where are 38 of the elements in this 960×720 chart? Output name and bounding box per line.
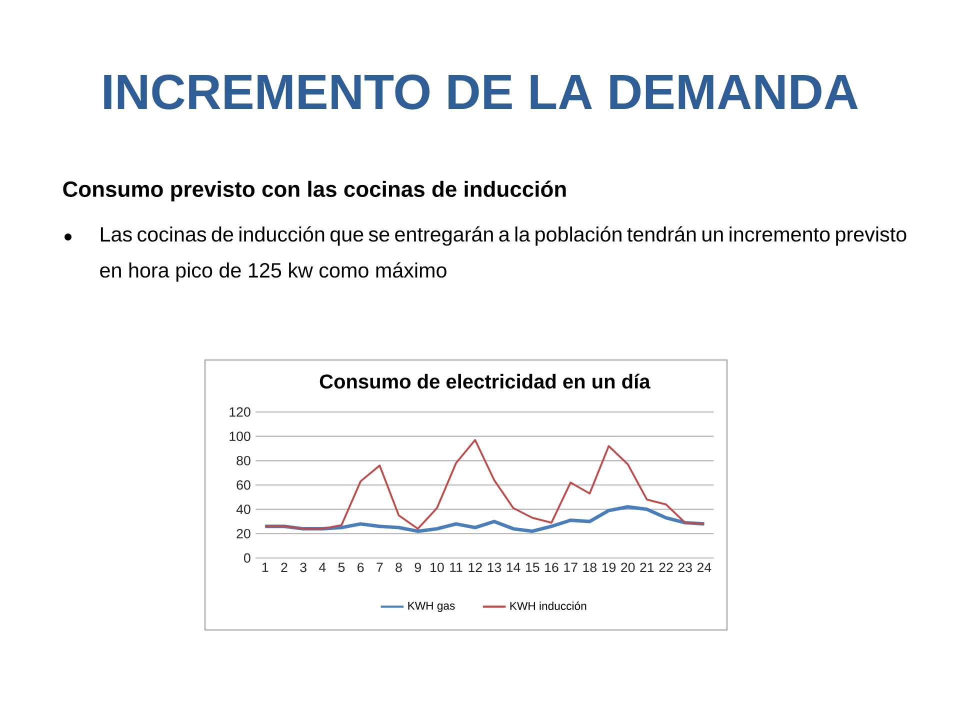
x-tick-label: 24	[697, 562, 712, 572]
text: Consumo previsto con las cocinas de inducción	[63, 180, 566, 202]
x-tick-label: 16	[545, 562, 558, 572]
x-tick-label: 13	[488, 562, 502, 572]
y-tick-label: 20	[236, 528, 250, 538]
x-tick-label: 12	[468, 562, 482, 572]
y-tick-label: 100	[230, 432, 250, 442]
y-tick-label: 0	[244, 553, 250, 563]
y-tick-label: 120	[230, 407, 250, 417]
x-tick-label: 4	[319, 562, 326, 572]
x-tick-label: 6	[358, 562, 364, 572]
text: Las cocinas de inducción que se entregarán a la población tendrán un incremento previsto en hora pico de 125 kw como máximo	[100, 226, 906, 282]
x-tick-label: 17	[564, 562, 578, 572]
x-tick-label: 5	[338, 562, 345, 572]
y-tick-label: 80	[236, 456, 250, 466]
x-tick-label: 23	[678, 562, 692, 572]
y-tick-label: 40	[236, 504, 250, 514]
legend-label: KWH gas	[408, 602, 455, 612]
chart-title: Consumo de electricidad en un día	[320, 374, 650, 389]
x-tick-label: 10	[430, 562, 444, 572]
x-tick-label: 1	[262, 562, 268, 572]
x-tick-label: 19	[602, 562, 616, 572]
legend-label: KWH inducción	[510, 602, 586, 610]
x-tick-label: 2	[281, 562, 288, 572]
y-tick-label: 60	[236, 480, 250, 490]
x-tick-label: 21	[640, 562, 654, 572]
x-tick-label: 7	[376, 562, 383, 572]
x-tick-label: 14	[506, 562, 520, 572]
x-tick-label: 3	[300, 562, 306, 572]
x-tick-label: 8	[396, 562, 402, 572]
x-tick-label: 9	[414, 562, 421, 572]
x-tick-label: 20	[621, 562, 635, 572]
text: INCREMENTO DE LA DEMANDA	[104, 74, 858, 110]
x-tick-label: 18	[583, 562, 596, 572]
x-tick-label: 22	[659, 562, 673, 572]
line-series	[264, 439, 706, 530]
x-tick-label: 15	[526, 562, 540, 572]
x-tick-label: 11	[450, 562, 462, 572]
